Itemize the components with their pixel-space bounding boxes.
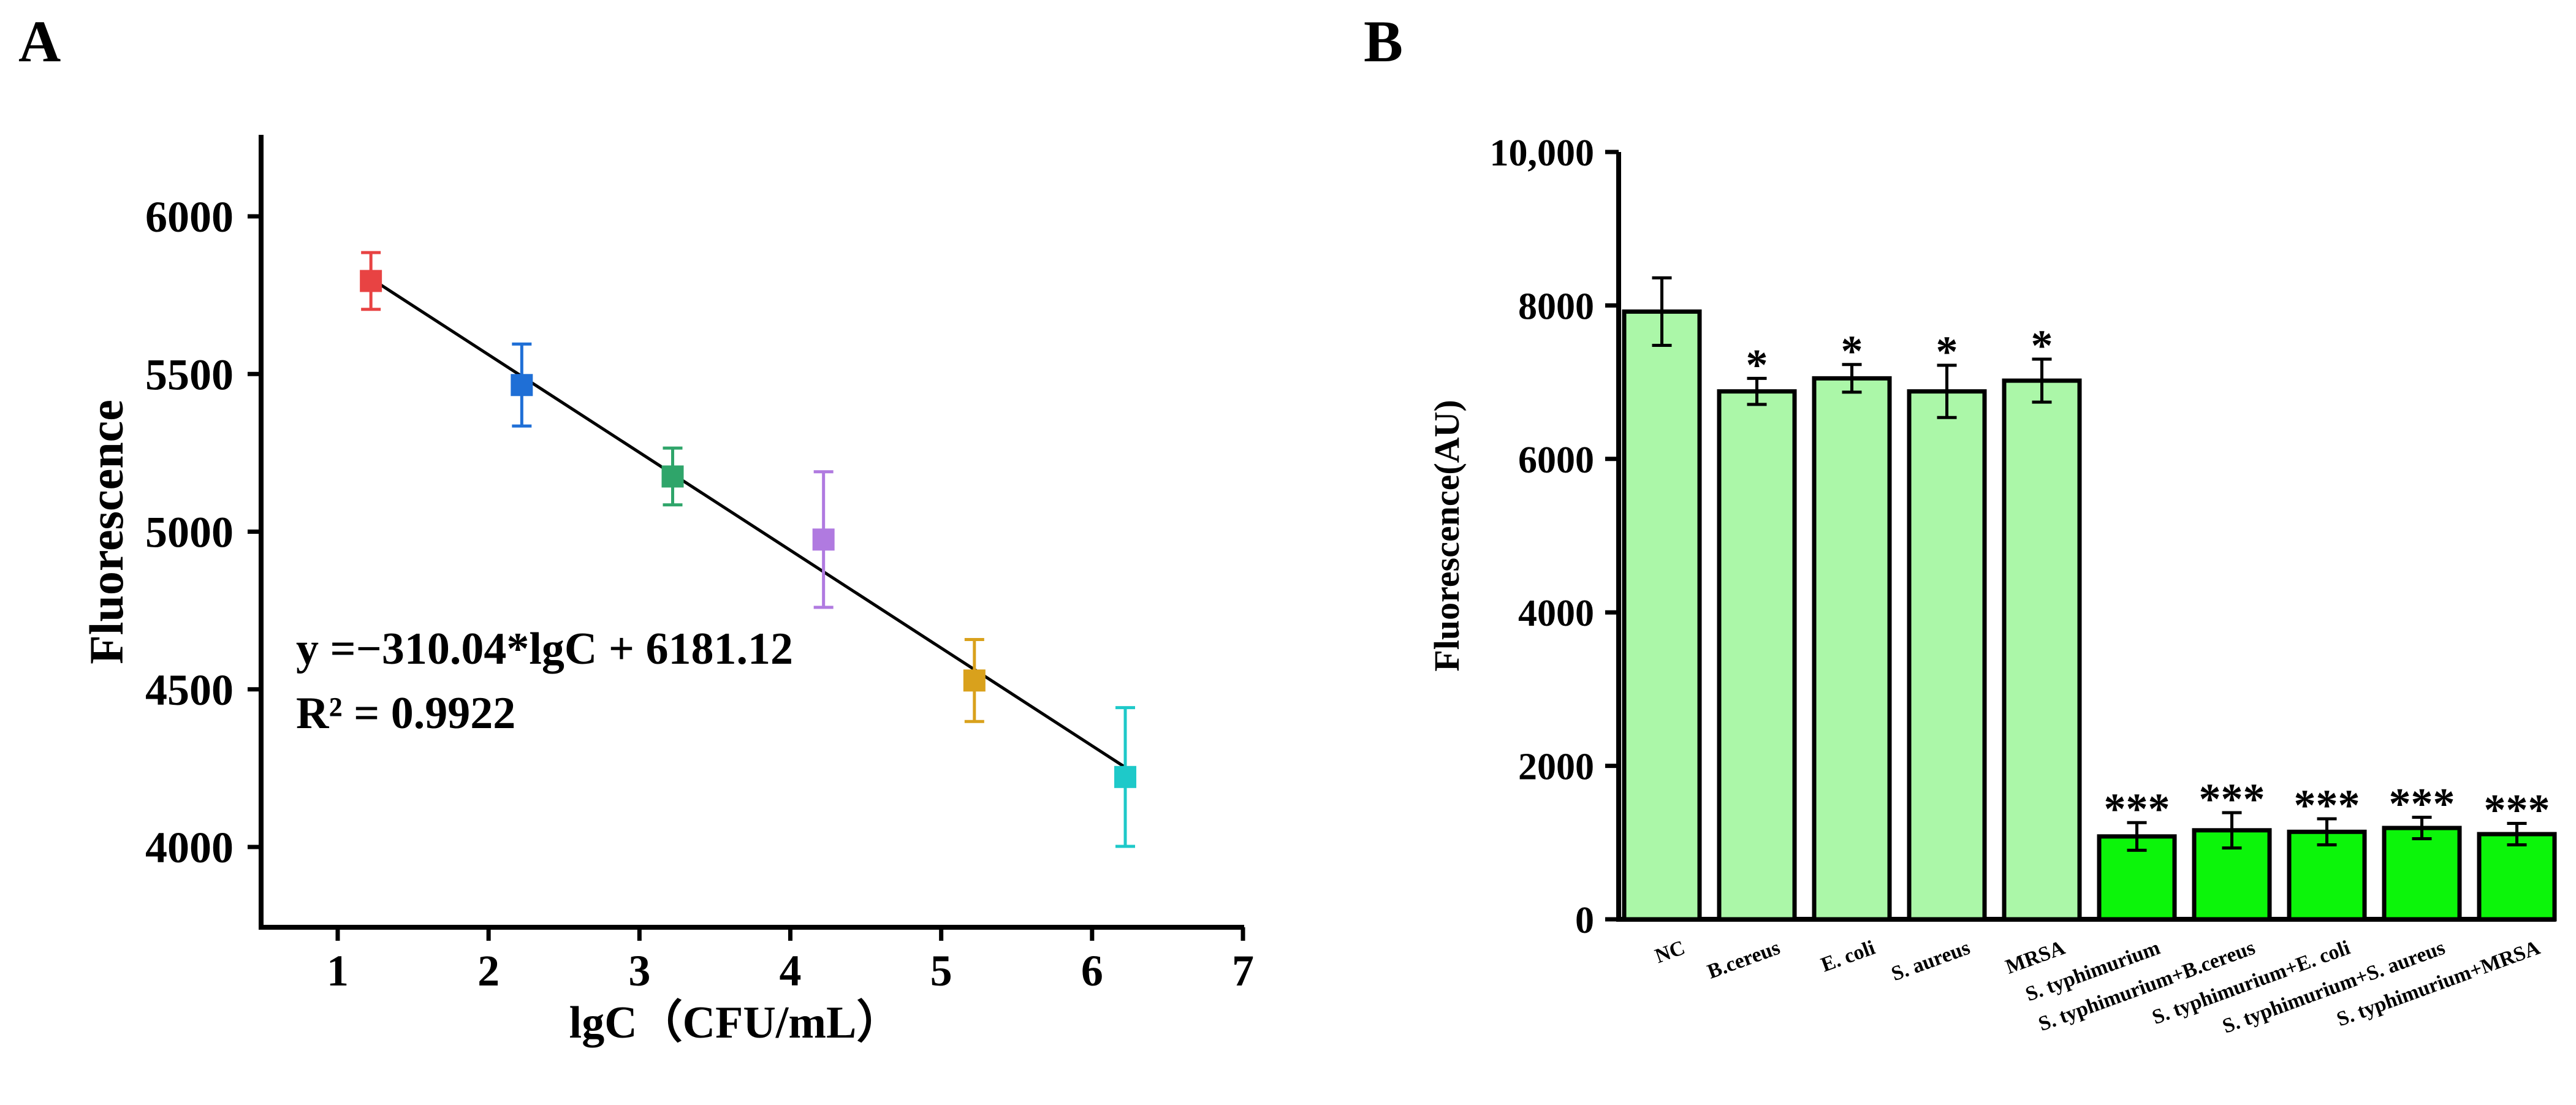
a-y-tick-label: 5000 xyxy=(145,508,234,557)
a-data-point xyxy=(511,374,533,397)
b-y-axis-label: Fluorescence(AU) xyxy=(1427,400,1467,671)
b-bar xyxy=(2382,826,2462,922)
b-significance-marker: *** xyxy=(2294,781,2360,830)
b-y-tick-label: 10,000 xyxy=(1490,132,1595,174)
b-bar xyxy=(2192,828,2272,922)
a-y-tick-label: 4500 xyxy=(145,666,234,715)
b-significance-marker: *** xyxy=(2199,775,2265,824)
b-y-tick-label: 6000 xyxy=(1518,439,1594,481)
a-data-point xyxy=(812,528,835,551)
b-significance-marker: * xyxy=(2031,321,2053,370)
b-bar xyxy=(2477,832,2557,922)
b-y-tick-label: 4000 xyxy=(1518,593,1594,634)
a-data-point xyxy=(963,669,986,692)
a-data-point xyxy=(661,465,684,488)
a-x-tick-label: 2 xyxy=(477,946,500,995)
a-x-axis-label: lgC（CFU/mL） xyxy=(569,998,902,1048)
b-significance-marker: *** xyxy=(2484,786,2550,835)
b-significance-marker: *** xyxy=(2104,784,2170,833)
b-category-label: E. coli xyxy=(1818,936,1878,977)
panel-a-label: A xyxy=(18,9,61,74)
b-significance-marker: * xyxy=(1746,340,1768,389)
a-data-point xyxy=(360,270,382,292)
b-bar xyxy=(1812,376,1892,922)
b-significance-marker: *** xyxy=(2389,779,2455,828)
a-x-tick-label: 3 xyxy=(628,946,650,995)
b-y-tick-label: 0 xyxy=(1575,900,1594,941)
b-category-label: NC xyxy=(1652,936,1688,968)
a-y-tick-label: 5500 xyxy=(145,350,234,399)
b-significance-marker: * xyxy=(1936,327,1958,376)
b-category-label: B.cereus xyxy=(1704,936,1783,984)
panel-a-scatter: Fluorescence lgC（CFU/mL） y =−310.04*lgC … xyxy=(80,135,1254,1048)
b-bar xyxy=(2002,378,2082,922)
a-y-axis-label: Fluorescence xyxy=(80,400,133,664)
a-x-tick-label: 4 xyxy=(780,946,802,995)
b-significance-marker: * xyxy=(1841,327,1863,376)
a-x-tick-label: 1 xyxy=(327,946,349,995)
b-bar xyxy=(1907,389,1987,922)
panel-b-label: B xyxy=(1364,9,1403,74)
b-y-tick-label: 2000 xyxy=(1518,746,1594,788)
b-bar xyxy=(1622,309,1702,922)
a-x-tick-label: 7 xyxy=(1232,946,1254,995)
b-y-tick-label: 8000 xyxy=(1518,286,1594,327)
a-x-tick-label: 5 xyxy=(930,946,952,995)
panel-b-bar: Fluorescence(AU) 0 2000 4000 6000 8000 10,000… xyxy=(1427,132,2557,1038)
b-category-label: S. aureus xyxy=(1888,936,1973,985)
a-y-tick-label: 6000 xyxy=(145,192,234,241)
b-bar xyxy=(1717,389,1797,922)
a-fit-r2: R² = 0.9922 xyxy=(296,688,515,739)
a-x-tick-label: 6 xyxy=(1081,946,1103,995)
a-fit-line xyxy=(370,277,1127,769)
a-data-point xyxy=(1114,765,1136,788)
a-y-tick-label: 4000 xyxy=(145,823,234,872)
a-fit-equation: y =−310.04*lgC + 6181.12 xyxy=(296,624,793,674)
